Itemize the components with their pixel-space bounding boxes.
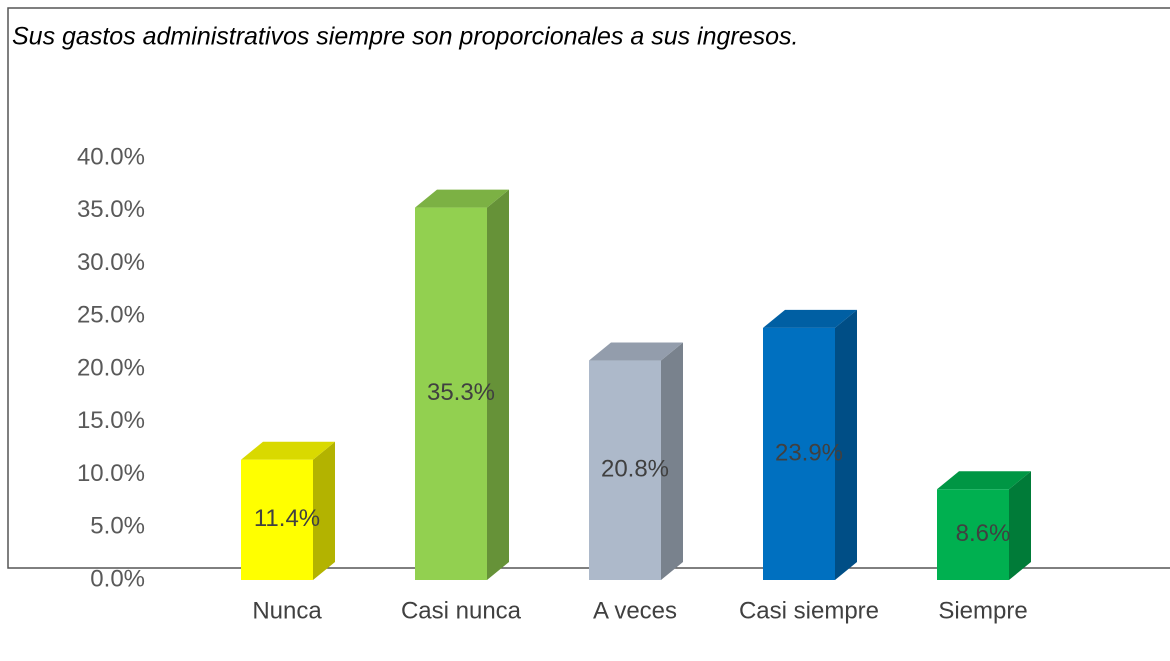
bar-side	[661, 342, 683, 580]
data-label: 11.4%	[254, 505, 320, 532]
bar	[763, 327, 835, 580]
y-tick-label: 30.0%	[77, 249, 145, 276]
bar	[415, 207, 487, 580]
data-label: 20.8%	[601, 456, 669, 483]
bar-top	[937, 471, 1031, 490]
y-tick-label: 0.0%	[90, 565, 145, 592]
chart-title: Sus gastos administrativos siempre son p…	[12, 23, 799, 51]
x-tick-label: Siempre	[938, 597, 1027, 624]
y-tick-label: 10.0%	[77, 460, 145, 487]
bar-side	[835, 309, 857, 580]
bar-top	[589, 342, 683, 361]
x-tick-label: Casi nunca	[401, 597, 522, 624]
bar	[241, 459, 313, 580]
bar-side	[487, 189, 509, 580]
x-tick-label: A veces	[593, 597, 677, 624]
x-tick-label: Casi siempre	[739, 597, 879, 624]
y-tick-label: 25.0%	[77, 302, 145, 329]
bar-top	[415, 189, 509, 208]
x-tick-label: Nunca	[252, 597, 322, 624]
y-tick-label: 35.0%	[77, 196, 145, 223]
bar	[589, 360, 661, 580]
y-tick-label: 20.0%	[77, 354, 145, 381]
data-label: 35.3%	[427, 379, 495, 406]
y-tick-label: 15.0%	[77, 407, 145, 434]
y-tick-label: 40.0%	[77, 143, 145, 170]
bar-top	[241, 441, 335, 460]
y-tick-label: 5.0%	[90, 513, 145, 540]
data-label: 8.6%	[956, 520, 1011, 547]
bar-side	[313, 441, 335, 580]
bar	[937, 489, 1009, 580]
bar-side	[1009, 471, 1031, 580]
bar-top	[763, 309, 857, 328]
data-label: 23.9%	[775, 439, 843, 466]
